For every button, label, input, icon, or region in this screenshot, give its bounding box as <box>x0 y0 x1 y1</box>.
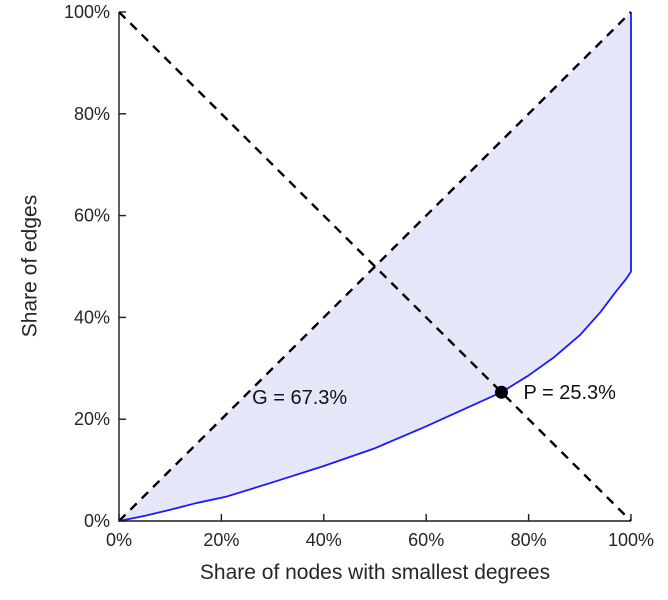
lorenz-curve-line <box>118 12 632 522</box>
x-tick-label: 40% <box>306 530 342 550</box>
x-tick-label: 100% <box>608 530 654 550</box>
y-tick-label: 40% <box>74 307 110 327</box>
x-tick-label: 60% <box>408 530 444 550</box>
x-tick-label: 80% <box>511 530 547 550</box>
y-tick-label: 60% <box>74 206 110 226</box>
anti-diagonal-line <box>118 11 632 522</box>
x-tick-label: 20% <box>203 530 239 550</box>
x-tick-label: 0% <box>106 530 132 550</box>
y-tick-label: 20% <box>74 409 110 429</box>
annotation-p-value: P = 25.3% <box>523 382 616 404</box>
y-tick-label: 100% <box>64 2 110 22</box>
intersection-point-marker <box>494 385 508 399</box>
y-tick-label: 80% <box>74 104 110 124</box>
y-tick-label: 0% <box>84 511 110 531</box>
annotation-gini: G = 67.3% <box>252 387 347 409</box>
